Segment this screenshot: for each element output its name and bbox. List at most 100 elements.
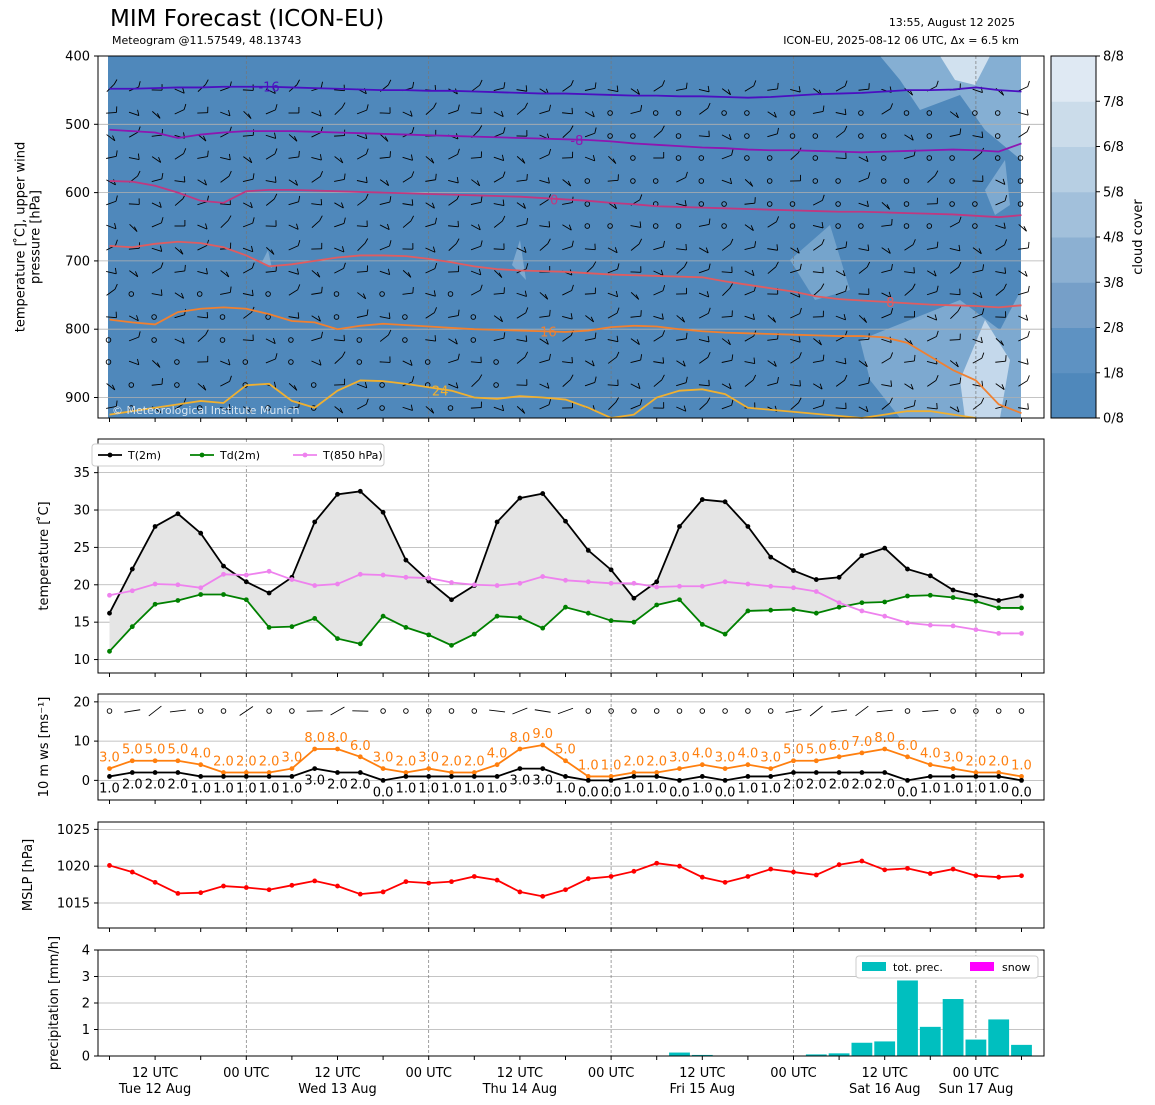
wind-barb [698,89,710,93]
wind-barb [972,402,982,410]
wind-barb [995,338,1004,346]
wind-barb [334,135,345,137]
x-tick-label: 12 UTC [679,1066,725,1081]
data-point [563,577,568,583]
legend-label: Td(2m) [219,449,260,462]
wind-barb-flag [570,374,574,380]
data-point [813,872,819,878]
wind-barb [562,202,573,205]
wind-barb [858,266,868,274]
temperature-ylabel-group: temperature [ ̊C] [36,501,52,610]
data-point [198,592,204,597]
wind-barb [197,224,208,230]
y-tick-label: 1015 [57,896,90,911]
data-point [745,762,751,768]
wind-barb [174,198,184,206]
data-label: 7.0 [852,735,873,750]
data-point [654,584,660,590]
calm-circle [675,133,682,139]
wind-barb [356,153,367,160]
wind-barb [493,132,504,138]
data-label: 1.0 [646,781,667,796]
wind-barb [425,223,436,228]
wind-barb [767,221,777,228]
wind-barb-flag [111,384,116,391]
wind-barb-flag [612,158,617,164]
wind-barb-flag [753,357,756,364]
issue-time: 13:55, August 12 2025 [888,16,1015,29]
wind-barb-flag [384,136,389,142]
wind-barb [676,88,687,91]
wind-barb [744,270,755,277]
wind-barb-flag [707,351,711,358]
data-point [699,622,705,627]
wind-barb [174,153,184,160]
wind-barb [448,199,458,206]
wind-barb-flag [479,284,483,291]
wind-barb-flag [592,261,597,267]
wind-barb-flag [594,376,597,383]
calm-circle [333,314,340,320]
data-point [540,491,546,496]
data-point [905,566,910,572]
wind-barb [539,359,550,364]
wind-barb [676,406,686,412]
y-tick-label: 30 [73,504,90,519]
wind-barb-flag [749,181,754,187]
data-label: 1.0 [578,758,599,773]
wind-barb-flag [866,200,869,207]
wind-barb-flag [887,247,891,254]
y-tick-label: 700 [65,254,90,269]
data-point [677,766,682,771]
calm-circle [698,155,705,161]
calm-circle [858,223,864,229]
wind-barb-flag [249,157,253,163]
data-point [335,883,340,889]
wind-barb-flag [1004,267,1007,274]
data-point [882,770,888,775]
wind-barb-flag [958,261,962,268]
data-point [266,887,272,893]
calm-circle [105,359,112,365]
wind-barb [607,179,619,182]
wind-barb [721,359,733,363]
upper-panel-frame [97,55,1045,419]
wind-barb-flag [845,241,848,248]
data-point [198,890,204,896]
data-point [243,774,249,779]
legend-marker [107,452,113,458]
wind-barb-flag [319,110,322,117]
wind-barb [721,154,732,160]
calm-circle [698,178,705,184]
y-tick-label: 800 [65,323,90,338]
wind-barb-flag [365,398,369,405]
wind-barb [106,111,117,114]
wind-barb-flag [137,109,140,116]
data-label: 1.0 [464,781,485,796]
wind-barb [334,222,345,228]
data-point [380,889,386,895]
wind-barb-flag [617,263,620,270]
wind-barb-flag [936,241,939,248]
data-point [905,777,910,783]
calm-circle [653,708,660,714]
wind-barb [813,244,823,251]
data-point [745,608,751,614]
wind-barb [356,314,368,318]
wind-barb-flag [775,261,779,268]
wind-barb-flag [567,180,572,187]
wind-barb-flag [364,382,368,388]
wind-barb [1018,315,1028,321]
data-point [152,601,158,607]
data-point [768,774,774,779]
wind-barb-flag [1003,222,1006,229]
precip-bar [874,1041,896,1056]
wind-barb-flag [296,223,299,230]
data-label: 1.0 [259,781,280,796]
wind-barb-flag [274,148,278,155]
wind-barb-flag [503,82,506,89]
wind-barb-flag [522,202,526,209]
wind-barb [881,313,892,319]
calm-circle [789,223,796,229]
